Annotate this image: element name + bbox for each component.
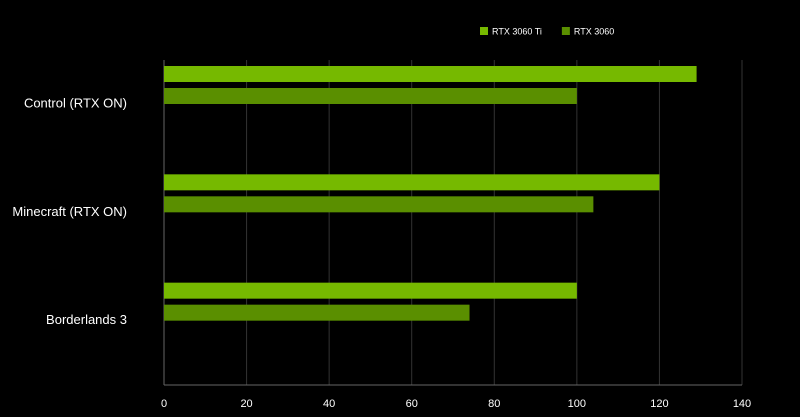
legend-label: RTX 3060 [574, 26, 614, 36]
x-tick-label: 20 [240, 398, 252, 410]
y-tick-label: Minecraft (RTX ON) [12, 204, 127, 219]
bar [164, 174, 660, 191]
bar [164, 66, 697, 82]
x-tick-label: 0 [161, 398, 167, 410]
legend-swatch [480, 27, 488, 35]
bar [164, 88, 577, 104]
y-tick-label: Control (RTX ON) [24, 95, 127, 110]
x-tick-label: 120 [650, 398, 668, 410]
x-tick-label: 60 [406, 398, 418, 410]
x-tick-label: 80 [488, 398, 500, 410]
legend-label: RTX 3060 Ti [492, 26, 542, 36]
x-tick-label: 140 [733, 398, 751, 410]
bar [164, 304, 470, 321]
y-tick-label: Borderlands 3 [46, 312, 127, 327]
x-tick-label: 100 [568, 398, 586, 410]
legend-swatch [561, 27, 570, 35]
x-tick-label: 40 [323, 398, 335, 410]
bar [164, 282, 577, 299]
bar [164, 196, 594, 213]
